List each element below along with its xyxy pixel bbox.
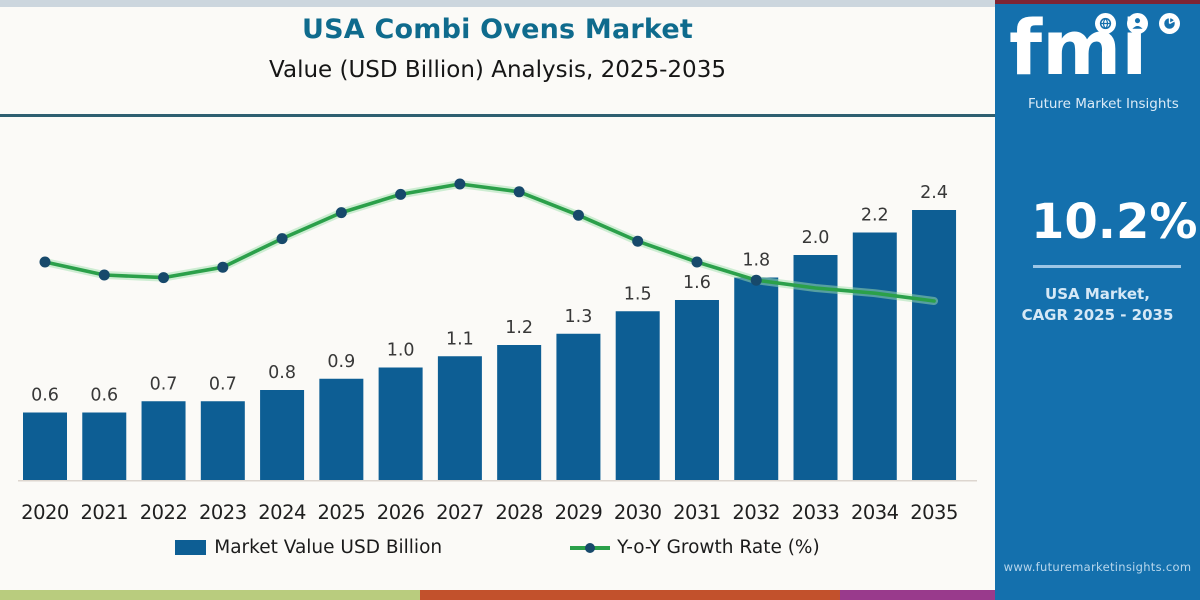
sidebar: fmi <box>995 0 1200 600</box>
x-axis-label-2032: 2032 <box>732 501 780 524</box>
growth-marker-2028 <box>513 186 525 198</box>
footer-stripe <box>0 590 995 600</box>
bar-value-label-2020: 0.6 <box>31 386 59 406</box>
growth-marker-2026 <box>395 188 407 200</box>
bar-2020 <box>23 412 67 480</box>
footer-stripe-segment-purple <box>839 590 995 600</box>
cagr-divider <box>1033 264 1181 268</box>
fmi-logo-dots <box>1095 13 1180 34</box>
fmi-logo-text: fmi <box>1009 3 1148 92</box>
growth-marker-2025 <box>335 207 347 219</box>
x-axis-label-2024: 2024 <box>258 501 306 524</box>
x-axis-label-2023: 2023 <box>199 501 247 524</box>
bar-value-label-2026: 1.0 <box>387 341 415 361</box>
footer-stripe-segment-green <box>0 590 420 600</box>
bar-value-label-2029: 1.3 <box>565 307 593 327</box>
bar-value-label-2024: 0.8 <box>268 363 296 383</box>
fmi-logo: fmi <box>995 0 1200 120</box>
chart-header: USA Combi Ovens Market Value (USD Billio… <box>0 14 995 83</box>
legend-item-market-value: Market Value USD Billion <box>175 537 442 558</box>
bar-2026 <box>378 367 423 480</box>
growth-marker-2021 <box>98 269 110 281</box>
bar-value-label-2030: 1.5 <box>624 284 652 304</box>
x-axis-label-2035: 2035 <box>910 501 958 524</box>
chart-subtitle: Value (USD Billion) Analysis, 2025-2035 <box>269 57 726 83</box>
website-url: www.futuremarketinsights.com <box>1003 560 1192 574</box>
growth-marker-2029 <box>572 209 584 221</box>
cagr-caption-line1: USA Market, <box>1045 284 1150 303</box>
x-axis-label-2025: 2025 <box>318 501 366 524</box>
x-axis-label-2028: 2028 <box>495 501 543 524</box>
bar-value-label-2021: 0.6 <box>90 386 118 406</box>
growth-marker-2032 <box>750 274 762 286</box>
bar-value-label-2023: 0.7 <box>209 374 237 394</box>
footer-stripe-segment-orange <box>419 590 840 600</box>
growth-line <box>43 182 936 303</box>
bar-2034 <box>852 232 897 480</box>
chart-title: USA Combi Ovens Market <box>302 14 693 45</box>
bar-2021 <box>82 412 127 480</box>
legend-label-market-value: Market Value USD Billion <box>214 537 443 558</box>
cagr-block: 10.2% USA Market, CAGR 2025 - 2035 <box>995 196 1200 326</box>
bar-2029 <box>556 333 601 480</box>
bar-2035 <box>912 210 957 480</box>
bar-2022 <box>141 401 186 480</box>
legend-item-growth-rate: Y-o-Y Growth Rate (%) <box>570 537 820 558</box>
growth-marker-2024 <box>276 233 288 245</box>
cagr-caption: USA Market, CAGR 2025 - 2035 <box>995 284 1200 326</box>
x-axis-label-2021: 2021 <box>80 501 128 524</box>
x-axis-label-2034: 2034 <box>851 501 899 524</box>
growth-marker-2020 <box>39 256 51 268</box>
legend: Market Value USD Billion Y-o-Y Growth Ra… <box>0 537 995 558</box>
bar-value-label-2022: 0.7 <box>150 374 178 394</box>
person-icon <box>1127 13 1148 34</box>
x-axis-label-2029: 2029 <box>555 501 603 524</box>
growth-marker-2023 <box>217 261 229 273</box>
title-divider <box>0 114 995 117</box>
bar-value-label-2031: 1.6 <box>683 273 711 293</box>
growth-marker-2031 <box>691 256 703 268</box>
bar-value-label-2027: 1.1 <box>446 329 474 349</box>
line-swatch-icon <box>570 541 611 555</box>
bar-2028 <box>497 345 542 480</box>
legend-label-growth-rate: Y-o-Y Growth Rate (%) <box>617 537 820 558</box>
bar-value-label-2033: 2.0 <box>802 228 830 248</box>
bar-value-label-2035: 2.4 <box>920 183 948 203</box>
cagr-caption-line2: CAGR 2025 - 2035 <box>1021 305 1174 324</box>
growth-marker-2030 <box>632 235 644 247</box>
globe-icon <box>1095 13 1116 34</box>
bar-swatch-icon <box>175 540 207 555</box>
combo-chart: 0.6 2020 0.6 2021 0.7 2022 0.7 2023 0.8 2024 0.9 20… <box>18 178 977 524</box>
bar-2032 <box>734 277 779 480</box>
bar-value-label-2034: 2.2 <box>861 206 889 226</box>
x-axis-label-2020: 2020 <box>21 501 69 524</box>
bar-2031 <box>674 300 719 480</box>
chart-panel: USA Combi Ovens Market Value (USD Billio… <box>0 0 995 600</box>
pie-chart-icon <box>1159 13 1180 34</box>
fmi-logo-tagline: Future Market Insights <box>1028 96 1179 112</box>
growth-marker-2022 <box>158 272 170 284</box>
x-axis-label-2022: 2022 <box>140 501 188 524</box>
bar-value-label-2032: 1.8 <box>742 251 770 271</box>
bar-2023 <box>200 401 245 480</box>
x-axis-label-2030: 2030 <box>614 501 662 524</box>
bar-2027 <box>437 356 482 480</box>
x-axis-label-2026: 2026 <box>377 501 425 524</box>
top-strip <box>0 0 995 7</box>
x-axis-label-2033: 2033 <box>792 501 840 524</box>
bar-2030 <box>615 311 660 480</box>
x-axis-label-2027: 2027 <box>436 501 484 524</box>
bar-2024 <box>260 390 305 480</box>
bar-value-label-2025: 0.9 <box>327 352 355 372</box>
cagr-value: 10.2% <box>1031 194 1198 250</box>
growth-marker-2027 <box>454 178 466 190</box>
x-axis-label-2031: 2031 <box>673 501 721 524</box>
bar-value-label-2028: 1.2 <box>505 318 533 338</box>
bar-2025 <box>319 378 364 480</box>
sidebar-top-accent <box>995 0 1200 4</box>
